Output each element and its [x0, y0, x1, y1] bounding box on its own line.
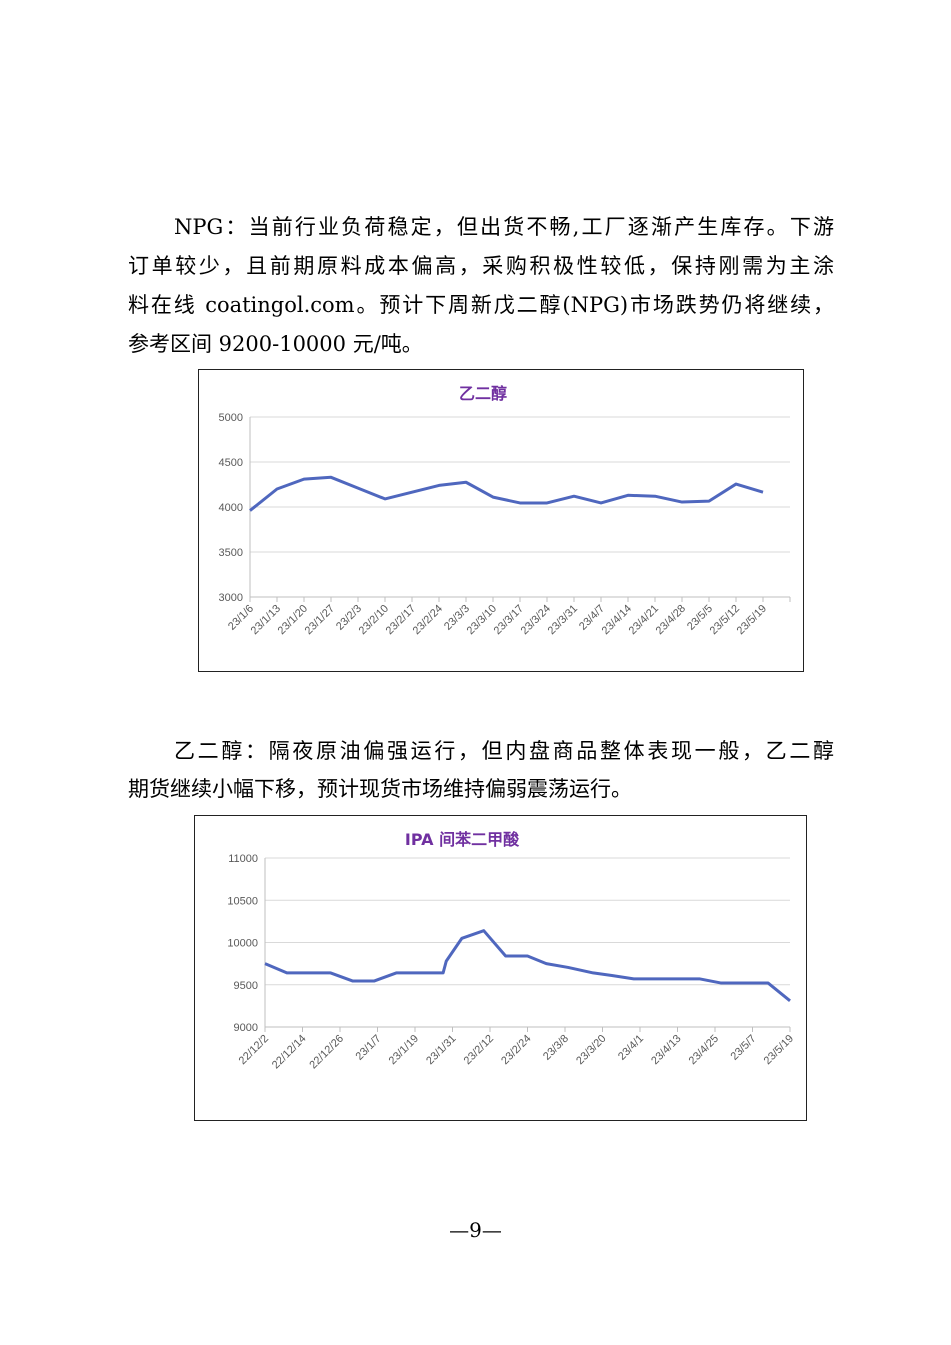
meg-paragraph-line: 乙二醇：隔夜原油偏强运行，但内盘商品整体表现一般，乙二醇: [174, 739, 834, 763]
meg-paragraph-line: 期货继续小幅下移，预计现货市场维持偏弱震荡运行。: [128, 777, 632, 801]
x-tick-label: 22/12/2: [237, 1033, 271, 1067]
y-tick-label: 3000: [219, 592, 243, 604]
y-tick-label: 3500: [219, 547, 243, 559]
x-tick-label: 23/5/19: [762, 1033, 796, 1067]
x-tick-label: 23/5/19: [735, 603, 769, 637]
x-tick-label: 22/12/26: [307, 1033, 346, 1072]
x-tick-label: 23/2/12: [462, 1033, 496, 1067]
chart-frame-ipa: [194, 815, 807, 1121]
y-tick-label: 5000: [219, 412, 243, 424]
x-tick-label: 23/5/7: [729, 1033, 759, 1063]
chart-title: 乙二醇: [458, 384, 508, 403]
y-tick-label: 9500: [234, 980, 258, 992]
x-tick-label: 23/3/31: [546, 603, 580, 637]
chart-frame-ethylene-glycol: [198, 369, 804, 672]
x-tick-label: 23/4/28: [654, 603, 688, 637]
y-tick-label: 10500: [227, 895, 258, 907]
y-tick-label: 4000: [219, 502, 243, 514]
x-tick-label: 23/2/24: [411, 603, 445, 637]
x-tick-label: 23/4/25: [687, 1033, 721, 1067]
x-tick-label: 23/1/31: [424, 1033, 458, 1067]
chart-title: IPA 间苯二甲酸: [404, 830, 520, 849]
y-tick-label: 9000: [234, 1022, 258, 1034]
x-tick-label: 23/3/8: [541, 1033, 571, 1063]
x-tick-label: 23/3/20: [574, 1033, 608, 1067]
x-tick-label: 23/1/19: [387, 1033, 421, 1067]
npg-paragraph-line: 料在线 coatingol.com。预计下周新戊二醇(NPG)市场跌势仍将继续，: [128, 293, 834, 317]
npg-paragraph-line: NPG：当前行业负荷稳定，但出货不畅,工厂逐渐产生库存。下游: [174, 215, 834, 239]
y-tick-label: 4500: [219, 457, 243, 469]
x-tick-label: 23/1/7: [354, 1033, 384, 1063]
npg-paragraph-line: 订单较少，且前期原料成本偏高，采购积极性较低，保持刚需为主涂: [128, 254, 834, 278]
y-tick-label: 11000: [228, 853, 258, 865]
x-tick-label: 23/1/27: [303, 603, 337, 637]
x-tick-label: 23/4/13: [649, 1033, 683, 1067]
x-tick-label: 23/2/24: [499, 1033, 533, 1067]
x-tick-label: 22/12/14: [270, 1033, 309, 1072]
npg-paragraph-line: 参考区间 9200-10000 元/吨。: [128, 332, 423, 356]
y-tick-label: 10000: [227, 938, 258, 950]
page-number: —9—: [449, 1218, 502, 1242]
x-tick-label: 23/4/1: [616, 1033, 646, 1063]
series-line-ipa: [264, 929, 791, 1002]
series-line-ethylene-glycol: [249, 475, 764, 512]
